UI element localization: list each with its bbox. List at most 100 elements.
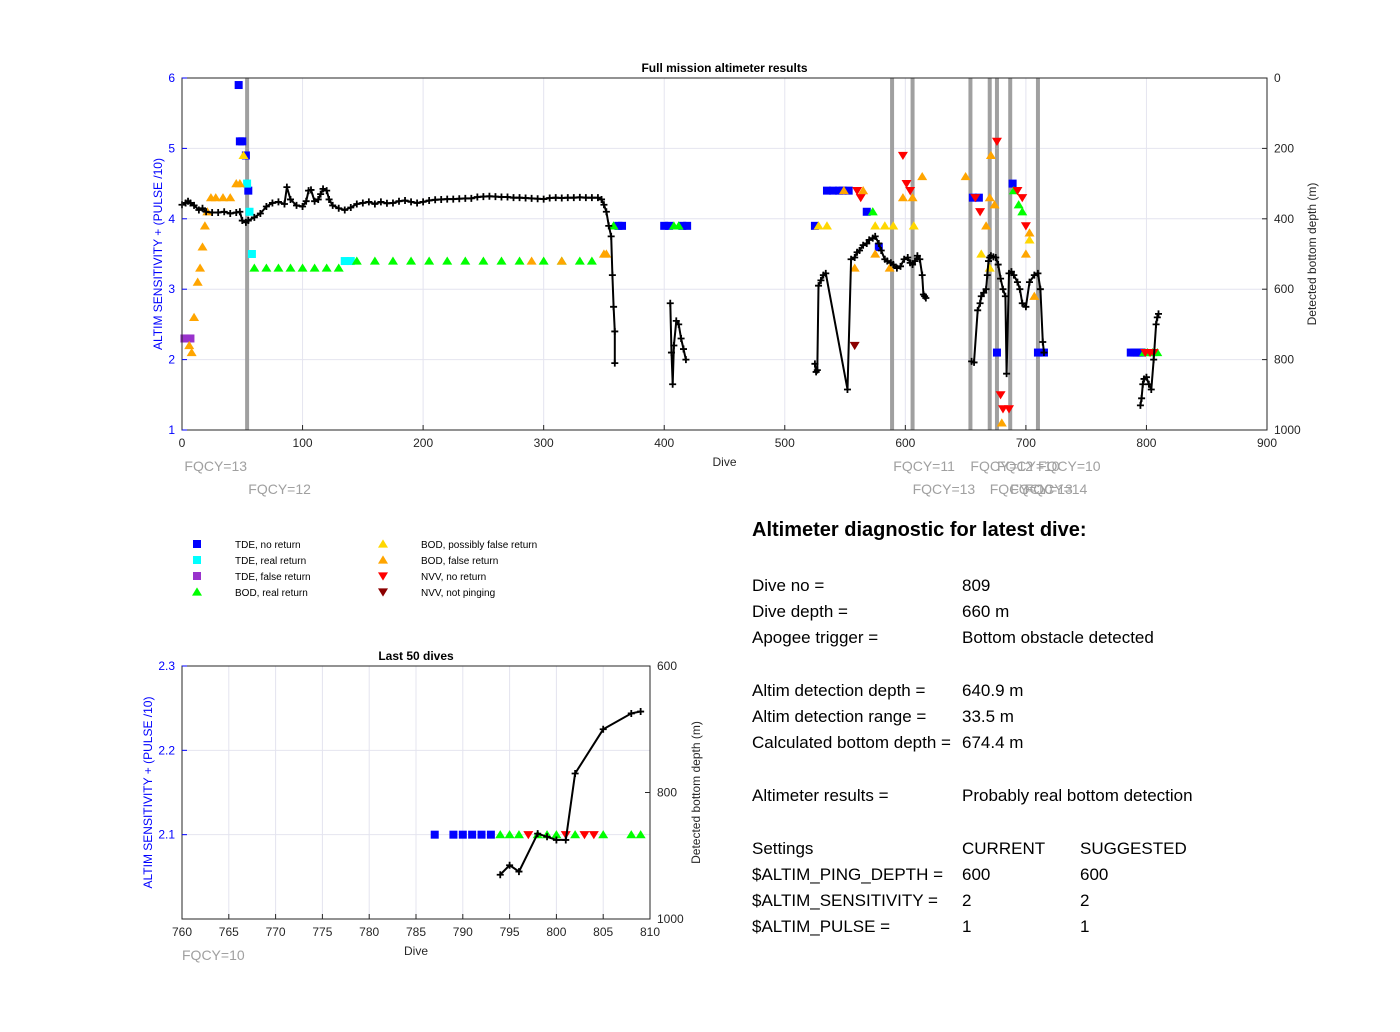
- depth-track-point: [992, 254, 1000, 262]
- legend-marker: [193, 556, 201, 564]
- data-point-triangle-up: [888, 221, 899, 230]
- x-axis-label: Dive: [404, 944, 428, 958]
- y-right-tick-label: 600: [657, 659, 677, 673]
- data-point-triangle-up: [285, 263, 296, 272]
- depth-track-point: [1152, 320, 1160, 328]
- data-point-triangle-up: [626, 830, 637, 839]
- depth-track-point: [543, 833, 551, 841]
- depth-track-point: [506, 861, 514, 869]
- altim-range-label: Altim detection range =: [752, 707, 927, 726]
- data-point-square: [449, 830, 458, 839]
- data-point-triangle-up: [838, 186, 849, 195]
- depth-track-point: [851, 254, 859, 262]
- chart-title: Last 50 dives: [378, 649, 454, 663]
- depth-track-point: [1150, 356, 1158, 364]
- depth-track-point: [401, 196, 409, 204]
- depth-track-point: [329, 201, 337, 209]
- depth-track-point: [461, 194, 469, 202]
- data-point-square: [810, 221, 819, 230]
- depth-track-point: [407, 198, 415, 206]
- chart-title: Full mission altimeter results: [641, 61, 807, 75]
- depth-track-point: [307, 186, 315, 194]
- x-tick-label: 785: [406, 925, 426, 939]
- data-point-square: [186, 334, 195, 343]
- ping-depth-label: $ALTIM_PING_DEPTH =: [752, 865, 943, 884]
- apogee-value: Bottom obstacle detected: [962, 628, 1154, 647]
- data-point-triangle-up: [351, 256, 362, 265]
- depth-track-point: [913, 252, 921, 260]
- depth-track-point: [190, 201, 198, 209]
- sensitivity-label: $ALTIM_SENSITIVITY =: [752, 891, 938, 910]
- depth-track-point: [1013, 278, 1021, 286]
- depth-track-point: [335, 204, 343, 212]
- diagnostic-title: Altimeter diagnostic for latest dive:: [752, 519, 1087, 541]
- y-left-tick-label: 1: [168, 423, 175, 437]
- depth-track-point: [863, 239, 871, 247]
- data-point-square: [974, 193, 983, 202]
- depth-track-point: [274, 198, 282, 206]
- x-tick-label: 765: [219, 925, 239, 939]
- data-point-triangle-up: [1013, 200, 1024, 209]
- data-point-triangle-up: [513, 830, 524, 839]
- depth-track-point: [666, 299, 674, 307]
- depth-track-point: [195, 206, 203, 214]
- settings-label: Settings: [752, 839, 814, 858]
- last50-chart: 760 765 770 775 780 785 790 795 800 805 810 2.1 2.2 2…: [141, 649, 703, 963]
- data-point-triangle-up: [197, 242, 208, 251]
- depth-track-point: [1136, 401, 1144, 409]
- data-point-square: [244, 186, 253, 195]
- data-point-triangle-up: [1029, 291, 1040, 300]
- data-point-square: [243, 179, 252, 188]
- data-point-square: [822, 186, 831, 195]
- depth-track-point: [576, 193, 584, 201]
- data-point-square: [245, 207, 254, 216]
- depth-track-point: [916, 255, 924, 263]
- data-point-triangle-up: [460, 256, 471, 265]
- depth-track-point: [985, 257, 993, 265]
- fqcy-label: FQCY=10: [1038, 458, 1101, 474]
- legend-label: TDE, false return: [235, 572, 311, 583]
- depth-track-point: [976, 299, 984, 307]
- x-tick-label: 400: [654, 436, 674, 450]
- data-point-triangle-up: [238, 150, 249, 160]
- data-point-square: [862, 207, 871, 216]
- depth-track-point: [813, 366, 821, 374]
- data-point-triangle-up: [369, 256, 380, 265]
- depth-track-point: [287, 195, 294, 203]
- data-point-triangle-up: [273, 263, 284, 272]
- legend-marker: [192, 587, 202, 596]
- depth-track-point: [1155, 310, 1162, 318]
- data-point-triangle-up: [673, 221, 684, 230]
- depth-track-point: [1040, 349, 1048, 357]
- depth-track-point: [680, 345, 688, 353]
- y-left-tick-label: 2.3: [158, 659, 175, 673]
- depth-track-point: [847, 255, 855, 263]
- legend-label: TDE, real return: [235, 556, 306, 567]
- depth-track-point: [1039, 338, 1047, 346]
- data-point-triangle-up: [1024, 235, 1035, 244]
- depth-track-point: [540, 195, 548, 203]
- data-point-triangle-up: [608, 221, 619, 230]
- data-point-triangle-up: [249, 263, 260, 272]
- fqcy-label: FQCY=12: [970, 458, 1033, 474]
- depth-track-point: [904, 254, 912, 262]
- x-tick-label: 800: [1136, 436, 1156, 450]
- data-point-square: [486, 830, 495, 839]
- depth-track-point: [677, 334, 685, 342]
- depth-track-point: [256, 210, 264, 218]
- depth-track-point: [522, 194, 530, 202]
- data-point-triangle-down: [995, 391, 1006, 400]
- depth-track-point: [226, 210, 234, 218]
- data-point-triangle-up: [879, 221, 890, 230]
- data-point-triangle-up: [442, 256, 453, 265]
- data-point-triangle-down: [1020, 222, 1031, 231]
- data-point-square: [678, 221, 687, 230]
- depth-track-point: [552, 194, 560, 202]
- data-point-triangle-down: [1012, 187, 1023, 196]
- depth-track-point: [534, 830, 542, 838]
- x-tick-label: 760: [172, 925, 192, 939]
- data-point-triangle-up: [234, 179, 245, 188]
- data-point-square: [992, 348, 1001, 357]
- depth-track-point: [1030, 271, 1038, 279]
- dive-depth-label: Dive depth =: [752, 602, 848, 621]
